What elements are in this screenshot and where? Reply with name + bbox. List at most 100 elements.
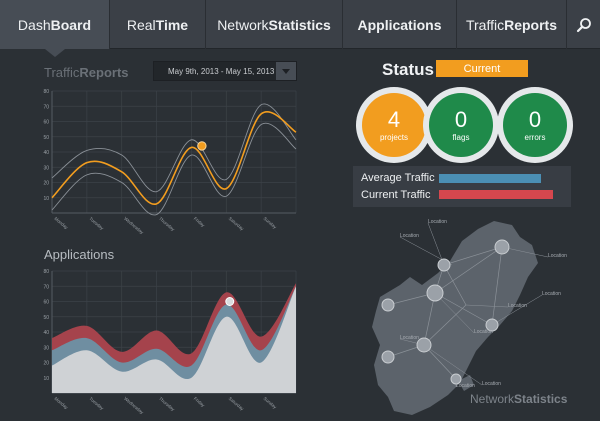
tab-network-statistics[interactable]: Network Statistics: [206, 0, 343, 49]
traffic-reports-title: TrafficReports: [44, 65, 129, 80]
chevron-down-icon[interactable]: [276, 62, 296, 80]
series-line: [51, 103, 297, 193]
y-tick-label: 80: [43, 269, 49, 275]
map-link: [434, 292, 493, 326]
y-tick-label: 30: [43, 165, 49, 171]
errors-stat[interactable]: 0 errors: [503, 93, 567, 157]
y-tick-label: 20: [43, 181, 49, 187]
location-node[interactable]: [416, 337, 432, 353]
y-tick-label: 40: [43, 150, 49, 156]
x-tick-label: Wednesday: [123, 396, 145, 416]
location-node[interactable]: [485, 318, 499, 332]
location-node[interactable]: [381, 298, 395, 312]
tab-network-bold: Statistics: [268, 16, 331, 33]
y-tick-label: 70: [43, 104, 49, 110]
status-badge: Current: [436, 60, 528, 77]
y-tick-label: 30: [43, 345, 49, 351]
x-tick-label: Tuesday: [88, 396, 105, 411]
traffic-legend: Average Traffic Current Traffic: [353, 166, 571, 207]
location-node[interactable]: [437, 258, 451, 272]
location-label: Location: [482, 381, 501, 387]
network-title-pre: Network: [470, 392, 515, 406]
y-tick-label: 80: [43, 89, 49, 95]
status-label: Status: [382, 60, 434, 79]
average-traffic-bar: [439, 174, 541, 183]
location-label: Location: [508, 303, 527, 309]
x-tick-label: Sunday: [263, 396, 278, 410]
traffic-reports-title-bold: Reports: [79, 65, 129, 80]
tab-realtime-bold: Time: [155, 16, 189, 33]
series-line: [51, 111, 297, 205]
tab-apps-bold: Applications: [357, 16, 442, 33]
location-label: Location: [428, 219, 447, 225]
search-button[interactable]: [567, 0, 600, 49]
location-node[interactable]: [494, 239, 510, 255]
series-line: [51, 122, 297, 216]
current-traffic-label: Current Traffic: [361, 189, 431, 201]
tab-network-pre: Network: [217, 16, 269, 33]
map-link: [423, 304, 467, 346]
network-map: Location Location Location Location Location…: [372, 219, 567, 415]
highlight-point[interactable]: [225, 297, 235, 306]
current-traffic-bar: [439, 190, 553, 199]
flags-stat[interactable]: 0 flags: [429, 93, 493, 157]
tab-traffic-pre: Traffic: [465, 16, 505, 33]
tab-realtime-pre: Real: [126, 16, 156, 33]
map-link: [443, 246, 503, 266]
traffic-line-chart: 10 20 30 40 50 60 70 80 Monday Tuesday Wednesday Th…: [43, 89, 297, 236]
location-leader: [465, 304, 509, 308]
y-tick-label: 60: [43, 120, 49, 126]
tab-applications[interactable]: Applications: [343, 0, 457, 49]
location-label: Location: [400, 233, 419, 239]
average-traffic-label: Average Traffic: [361, 172, 435, 184]
y-tick-label: 70: [43, 284, 49, 290]
x-tick-label: Thursday: [158, 396, 176, 412]
date-range-value: May 9th, 2013 - May 15, 2013: [168, 66, 275, 76]
map-link: [434, 246, 503, 294]
active-tab-pointer: [45, 49, 65, 57]
location-node[interactable]: [381, 350, 395, 364]
traffic-reports-title-pre: Traffic: [44, 65, 80, 80]
x-tick-label: Monday: [53, 216, 69, 231]
x-tick-label: Wednesday: [123, 216, 145, 236]
location-leader: [434, 292, 475, 334]
map-link: [491, 246, 503, 326]
network-statistics-title: NetworkStatistics: [470, 392, 567, 406]
y-tick-label: 40: [43, 330, 49, 336]
flags-label: flags: [452, 132, 470, 142]
y-tick-label: 20: [43, 361, 49, 367]
location-label: Location: [474, 329, 493, 335]
x-tick-label: Friday: [193, 216, 206, 228]
tab-dashboard-bold: Board: [50, 16, 92, 33]
date-range-select[interactable]: May 9th, 2013 - May 15, 2013: [153, 61, 297, 81]
map-link: [423, 292, 436, 346]
location-leader: [501, 246, 549, 258]
x-tick-label: Saturday: [228, 396, 246, 412]
location-node[interactable]: [426, 284, 444, 302]
projects-count: 4: [387, 106, 401, 132]
errors-label: errors: [524, 132, 546, 142]
x-tick-label: Monday: [53, 396, 69, 411]
y-tick-label: 50: [43, 135, 49, 141]
location-leader: [427, 222, 445, 266]
network-title-bold: Statistics: [514, 392, 568, 406]
tab-dashboard[interactable]: Dash Board: [0, 0, 110, 49]
tab-traffic-reports[interactable]: Traffic Reports: [457, 0, 567, 49]
location-node[interactable]: [450, 373, 462, 385]
x-tick-label: Thursday: [158, 216, 176, 232]
tab-dashboard-pre: Dash: [17, 16, 51, 33]
map-island: [458, 375, 474, 391]
tab-realtime[interactable]: Real Time: [110, 0, 206, 49]
map-link: [423, 344, 457, 380]
top-nav: Dash Board Real Time Network Statistics App…: [0, 0, 600, 49]
x-tick-label: Sunday: [263, 216, 278, 230]
y-tick-label: 10: [43, 196, 49, 202]
projects-stat[interactable]: 4 projects: [362, 93, 426, 157]
map-link: [443, 264, 467, 306]
chart-grid: [51, 90, 297, 213]
highlight-point[interactable]: [197, 141, 207, 151]
tab-traffic-bold: Reports: [504, 16, 558, 33]
x-tick-label: Friday: [193, 396, 206, 408]
y-tick-label: 50: [43, 315, 49, 321]
x-tick-label: Tuesday: [88, 216, 105, 231]
